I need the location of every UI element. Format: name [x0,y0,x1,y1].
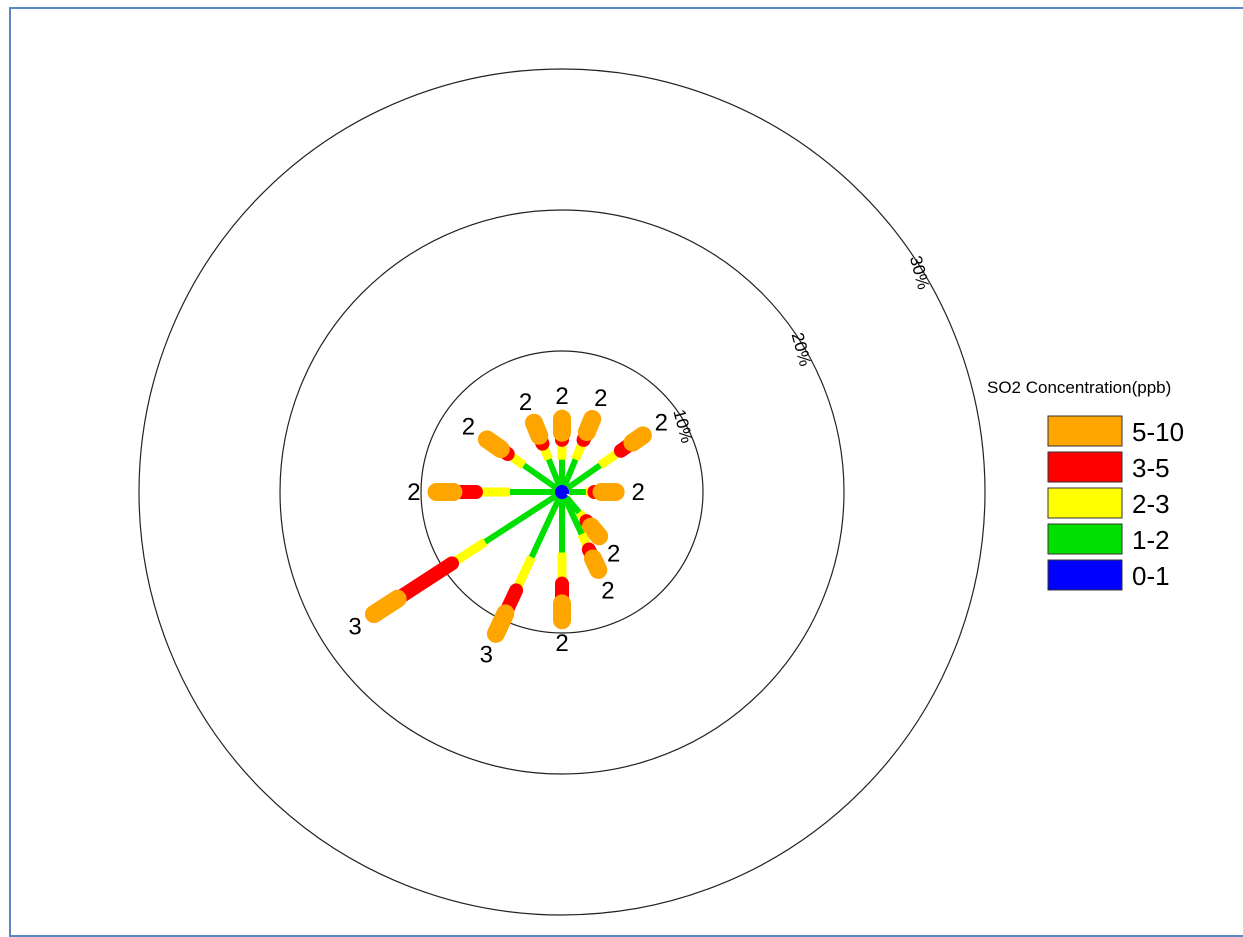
spoke-3: 2 [562,479,645,506]
spoke-7: 3 [480,491,564,668]
legend-label-0: 5-10 [1132,417,1184,447]
spoke-label-3: 2 [631,479,644,506]
spoke-7-segment-1 [528,497,562,559]
spoke-label-11: 2 [519,389,532,416]
spoke-4-segment-4 [582,517,609,546]
ring-label-20: 20% [788,331,815,369]
spoke-11-segment-4 [525,413,549,445]
ring-label-10: 10% [669,407,696,445]
legend-swatch-4 [1047,559,1123,591]
ring-label-30: 30% [906,254,933,292]
spoke-1-segment-1 [561,458,579,487]
spoke-label-1: 2 [594,385,607,412]
ring-20 [279,209,845,775]
legend-title: SO2 Concentration(ppb) [987,378,1171,397]
chart-frame [9,7,1243,937]
spoke-2-segment-4 [623,426,652,452]
spoke-label-5: 2 [601,577,614,604]
spoke-label-10: 2 [462,413,475,440]
legend-swatch-2 [1047,487,1123,519]
spoke-1: 2 [560,385,608,493]
spoke-label-7: 3 [480,641,493,668]
ring-10 [420,350,704,634]
spoke-11: 2 [519,389,564,493]
spoke-label-0: 2 [555,383,568,410]
spoke-8-segment-1 [483,493,558,545]
spoke-10: 2 [462,413,564,494]
spoke-label-2: 2 [655,409,668,436]
spoke-10-segment-4 [477,430,510,459]
legend-swatch-1 [1047,451,1123,483]
spoke-1-segment-4 [577,410,602,442]
spoke-label-8: 3 [348,613,361,640]
spoke-5-segment-1 [562,497,585,536]
spoke-5-segment-4 [583,549,608,579]
legend: SO2 Concentration(ppb) 5-10 3-5 2-3 1-2 0-1 [987,378,1184,591]
spoke-2-segment-1 [566,462,602,491]
spoke-8-segment-3 [390,556,460,606]
legend-swatch-0 [1047,415,1123,447]
spoke-9: 2 [407,479,562,506]
legend-label-4: 0-1 [1132,561,1170,591]
legend-label-1: 3-5 [1132,453,1170,483]
rings-layer: 10% 20% 30% [138,68,986,916]
spoke-8-segment-4 [364,589,407,624]
spoke-8: 3 [348,490,564,640]
spoke-7-segment-4 [486,604,515,643]
spoke-6: 2 [553,492,571,657]
legend-swatch-3 [1047,523,1123,555]
spoke-label-9: 2 [407,479,420,506]
spoke-label-4: 2 [607,541,620,568]
ring-30 [138,68,986,916]
spoke-11-segment-0 [557,484,564,493]
spoke-label-6: 2 [555,630,568,657]
spoke-10-segment-1 [522,462,558,491]
legend-label-3: 1-2 [1132,525,1170,555]
legend-label-2: 2-3 [1132,489,1170,519]
spoke-11-segment-1 [546,458,563,487]
